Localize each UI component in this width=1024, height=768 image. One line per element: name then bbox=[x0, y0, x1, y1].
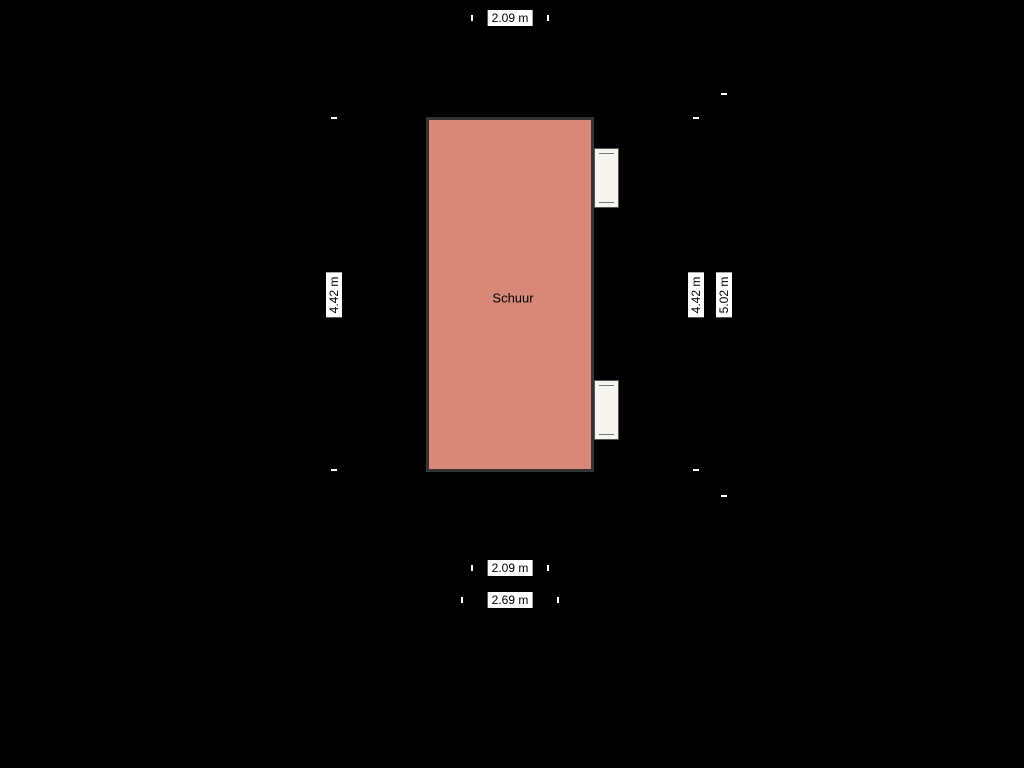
dimension-tick bbox=[693, 469, 699, 471]
dimension-tick bbox=[547, 15, 549, 21]
dimension-tick bbox=[693, 117, 699, 119]
window bbox=[594, 148, 619, 208]
dimension-tick bbox=[331, 469, 337, 471]
dimension-label: 2.69 m bbox=[488, 592, 533, 608]
dimension-label: 2.09 m bbox=[488, 10, 533, 26]
floorplan-canvas: Schuur 2.09 m 4.42 m 4.42 m 5.02 m 2.09 m 2.6… bbox=[0, 0, 1024, 768]
dimension-tick bbox=[471, 15, 473, 21]
dimension-label: 5.02 m bbox=[716, 273, 732, 318]
dimension-tick bbox=[547, 565, 549, 571]
dimension-tick bbox=[331, 117, 337, 119]
dimension-tick bbox=[557, 597, 559, 603]
dimension-tick bbox=[461, 597, 463, 603]
dimension-label: 4.42 m bbox=[688, 273, 704, 318]
dimension-tick bbox=[721, 93, 727, 95]
dimension-label: 2.09 m bbox=[488, 560, 533, 576]
room-schuur: Schuur bbox=[426, 117, 594, 472]
dimension-tick bbox=[471, 565, 473, 571]
dimension-label: 4.42 m bbox=[326, 273, 342, 318]
dimension-tick bbox=[721, 495, 727, 497]
window bbox=[594, 380, 619, 440]
room-label: Schuur bbox=[492, 290, 533, 305]
